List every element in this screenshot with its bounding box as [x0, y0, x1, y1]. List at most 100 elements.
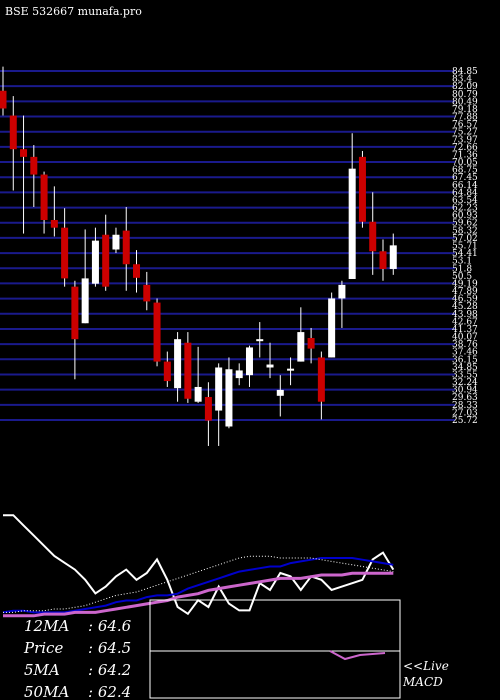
price-label: 41.37	[452, 325, 478, 335]
price-label: 46.59	[452, 295, 478, 305]
price-label: 60.93	[452, 211, 478, 221]
candle	[194, 346, 202, 403]
candle	[276, 375, 284, 417]
price-label: 80.79	[452, 90, 478, 100]
candle	[389, 233, 397, 275]
candle	[143, 271, 151, 311]
ma-dotted-line	[3, 555, 394, 613]
candle-body	[369, 221, 377, 252]
price-label: 50.5	[452, 272, 472, 282]
price-label: 84.85	[452, 67, 478, 77]
price-label: 71.36	[452, 150, 478, 160]
price-label: 36.15	[452, 355, 478, 365]
candle-body	[256, 339, 264, 342]
candle	[102, 214, 110, 291]
candle	[204, 382, 212, 446]
candle-body	[91, 240, 99, 284]
indicator-panel	[2, 514, 395, 618]
price-label: 43.98	[452, 310, 478, 320]
price-label: 72.66	[452, 143, 478, 153]
candle-body	[348, 168, 356, 279]
candle-body	[143, 284, 151, 302]
price-label: 79.18	[452, 105, 478, 115]
stat-value: : 62.4	[88, 683, 131, 700]
price-axis-labels: 84.8583.482.0980.7980.4979.1877.8876.577…	[452, 67, 478, 426]
candle-body	[61, 227, 69, 279]
candle	[71, 280, 79, 380]
candle-body	[133, 264, 141, 278]
price-label: 40.07	[452, 333, 478, 343]
candle	[235, 363, 243, 386]
price-label: 58.32	[452, 226, 478, 236]
chart-title: BSE 532667 munafa.pro	[5, 5, 142, 18]
candle-body	[81, 278, 89, 324]
macd-line	[3, 514, 395, 616]
candle	[379, 239, 387, 281]
price-label: 82.09	[452, 82, 478, 92]
candle	[153, 298, 161, 367]
stat-value: : 64.6	[88, 617, 132, 635]
price-label: 67.45	[452, 173, 478, 183]
price-label: 45.28	[452, 302, 478, 312]
candle	[20, 115, 28, 234]
candle-body	[20, 149, 28, 157]
live-label: <<Live	[403, 659, 449, 673]
candle-body	[50, 219, 58, 228]
macd-signal-line	[329, 650, 386, 661]
price-label: 70.05	[452, 158, 478, 168]
price-label: 42.67	[452, 317, 478, 327]
price-label: 33.55	[452, 370, 478, 380]
price-label: 57.02	[452, 234, 478, 244]
price-label: 53.1	[452, 257, 472, 267]
candle	[40, 171, 48, 234]
price-label: 66.14	[452, 181, 478, 191]
candle	[338, 280, 346, 328]
candle	[50, 186, 58, 237]
candle-body	[71, 286, 79, 340]
price-label: 77.88	[452, 113, 478, 123]
candle-body	[379, 251, 387, 269]
stat-row: Price: 64.5	[23, 639, 131, 657]
candle	[348, 133, 356, 279]
candle	[245, 345, 253, 387]
ma-violet-line	[3, 571, 394, 618]
candle	[358, 150, 366, 228]
candle	[225, 357, 233, 429]
price-label: 80.49	[452, 97, 478, 107]
stat-row: 5MA: 64.2	[24, 661, 131, 679]
candle	[215, 363, 223, 446]
price-label: 76.57	[452, 120, 478, 130]
candle	[91, 227, 99, 287]
stat-row: 12MA : 64.6	[24, 617, 132, 635]
candle	[30, 145, 38, 208]
price-label: 62.23	[452, 204, 478, 214]
candle	[122, 207, 130, 291]
stat-label: 5MA	[24, 661, 60, 679]
price-label: 28.33	[452, 401, 478, 411]
candle-body	[338, 284, 346, 299]
candle	[163, 351, 171, 387]
price-label: 68.75	[452, 166, 478, 176]
candle	[184, 332, 192, 403]
candle-body	[389, 245, 397, 269]
stat-label: 12MA	[24, 617, 69, 635]
candle-body	[30, 156, 38, 175]
candle-body	[40, 174, 48, 220]
candle	[287, 357, 295, 386]
ma-blue-line	[2, 557, 394, 614]
candle-body	[9, 115, 17, 150]
candle-body	[225, 369, 233, 427]
candle-body	[122, 230, 130, 265]
candle-body	[276, 389, 284, 396]
candle	[297, 307, 305, 362]
candle	[328, 292, 336, 358]
candle-body	[112, 234, 120, 250]
price-label: 34.85	[452, 363, 478, 373]
price-label: 64.84	[452, 188, 478, 198]
price-label: 38.76	[452, 340, 478, 350]
stat-value: : 64.5	[88, 639, 131, 657]
candle-body	[174, 339, 182, 389]
price-label: 63.54	[452, 196, 478, 206]
candle-body	[163, 361, 171, 382]
